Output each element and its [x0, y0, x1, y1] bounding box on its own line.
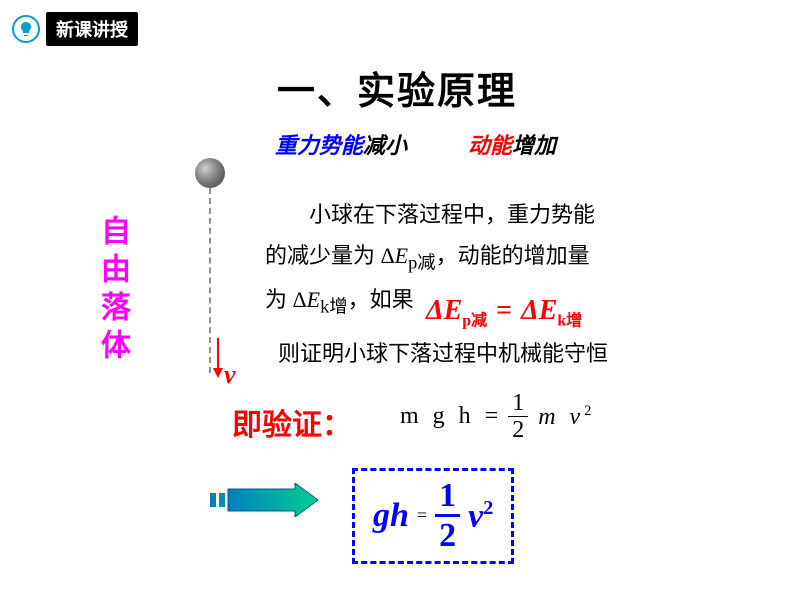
body-line2a: 的减少量为 Δ: [265, 243, 395, 268]
eq2-num: 1: [435, 477, 460, 517]
eq1-sign: =: [485, 403, 499, 430]
eq2-rhs: v2: [468, 497, 493, 535]
eq-rd: Δ: [521, 295, 539, 326]
body-E2: E: [307, 287, 320, 312]
pe-action: 减小: [363, 133, 407, 158]
conclusion-text: 则证明小球下落过程中机械能守恒: [278, 336, 608, 368]
body-line3b: ，如果: [348, 287, 414, 312]
section-title: 一、实验原理: [277, 60, 517, 115]
eq-ld: Δ: [426, 295, 444, 326]
block-arrow-icon: [210, 483, 320, 517]
eq2-den: 2: [435, 517, 460, 554]
body-sub2: k增: [320, 296, 348, 316]
body-sub1: p减: [408, 252, 436, 272]
eq1-mv: m v: [538, 404, 584, 430]
body-E1: E: [395, 243, 408, 268]
eq2-frac: 1 2: [435, 477, 460, 555]
eq-rsub: k增: [557, 313, 582, 330]
eq2-v: v: [468, 497, 483, 534]
velocity-label: v: [224, 360, 236, 390]
down-arrow-icon: [211, 338, 225, 378]
eq2-lhs: gh: [373, 497, 409, 535]
eq2-sign: =: [417, 505, 427, 526]
ke-label: 动能: [468, 133, 512, 158]
verify-label: 即验证：: [232, 400, 352, 444]
eq1-frac: 1 2: [508, 390, 528, 444]
eq1-den: 2: [508, 417, 528, 443]
eq-lsub: p减: [462, 313, 487, 330]
eq-sign: =: [494, 295, 514, 326]
eq1-num: 1: [508, 390, 528, 417]
header-badge: 新课讲授: [12, 12, 138, 46]
final-equation-box: gh = 1 2 v2: [352, 468, 514, 564]
subtitle-row: 重力势能减小 动能增加: [275, 128, 556, 160]
header-label: 新课讲授: [46, 12, 138, 46]
ke-action: 增加: [512, 133, 556, 158]
free-fall-label: 自由落体: [90, 215, 134, 367]
eq-rE: E: [539, 295, 558, 326]
eq1-rhs: m v2: [538, 403, 591, 431]
body-line3a: 为 Δ: [265, 287, 307, 312]
eq2-sup: 2: [483, 497, 493, 519]
eq1-sup: 2: [584, 403, 591, 419]
body-line2b: ，动能的增加量: [436, 243, 590, 268]
body-line1: 小球在下落过程中，重力势能: [309, 202, 595, 227]
energy-equation: ΔEp减 = ΔEk增: [426, 295, 582, 331]
eq1-lhs: m g h: [400, 403, 475, 430]
mgh-equation: m g h = 1 2 m v2: [400, 390, 591, 444]
lightbulb-icon: [12, 15, 40, 43]
eq-lE: E: [444, 295, 463, 326]
falling-ball: [195, 158, 225, 188]
pe-label: 重力势能: [275, 133, 363, 158]
final-equation: gh = 1 2 v2: [373, 477, 493, 555]
